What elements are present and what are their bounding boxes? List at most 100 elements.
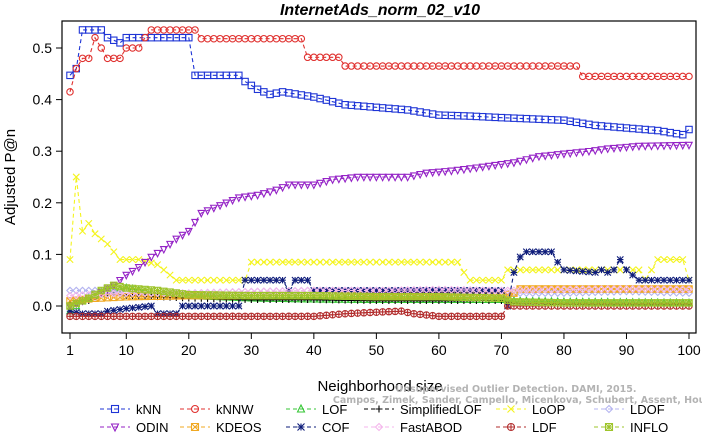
data-point — [110, 281, 118, 290]
data-point — [660, 276, 668, 284]
data-point — [491, 286, 500, 295]
data-point — [341, 175, 350, 184]
data-point — [265, 188, 275, 197]
data-point — [459, 285, 468, 294]
chart-title: InternetAds_norm_02_v10 — [280, 2, 480, 19]
data-point — [679, 255, 687, 264]
data-point — [222, 276, 230, 284]
data-point — [491, 276, 499, 284]
data-point — [322, 178, 331, 187]
data-point — [216, 276, 224, 284]
data-point — [422, 285, 431, 294]
data-point — [416, 310, 424, 319]
data-point — [316, 179, 325, 188]
data-point — [478, 312, 487, 320]
data-point — [579, 267, 587, 276]
data-point — [635, 285, 643, 294]
data-point — [166, 271, 174, 279]
data-point — [566, 285, 575, 294]
data-point — [409, 172, 418, 181]
legend-marker — [296, 403, 306, 413]
data-point — [85, 219, 93, 228]
data-point — [241, 77, 249, 86]
data-point — [191, 276, 199, 284]
data-point — [460, 293, 468, 302]
legend-label: COF — [322, 420, 350, 434]
data-point — [534, 153, 544, 162]
data-point — [453, 285, 462, 294]
data-point — [209, 204, 218, 213]
data-point — [322, 286, 330, 295]
data-point — [372, 308, 381, 316]
data-point — [329, 258, 337, 266]
data-point — [97, 26, 106, 34]
data-point — [354, 258, 362, 266]
data-point — [597, 299, 606, 307]
data-point — [78, 227, 87, 235]
data-point — [466, 286, 475, 294]
data-point — [160, 266, 168, 274]
data-point — [322, 311, 331, 319]
y-tick-label: 0.3 — [33, 143, 53, 159]
data-point — [584, 147, 594, 157]
data-point — [91, 230, 99, 238]
data-point — [216, 291, 224, 299]
data-point — [128, 304, 137, 312]
legend-marker — [507, 405, 515, 413]
data-point — [685, 276, 693, 284]
data-point — [641, 299, 649, 307]
data-point — [422, 311, 431, 319]
legend-marker — [190, 404, 200, 414]
data-point — [360, 292, 368, 301]
data-point — [516, 157, 525, 166]
data-point — [647, 142, 656, 151]
data-point — [116, 39, 124, 47]
data-point — [553, 285, 562, 294]
data-point — [578, 299, 587, 307]
data-point — [128, 255, 137, 264]
data-point — [122, 304, 130, 313]
data-point — [534, 285, 543, 294]
data-point — [303, 181, 312, 190]
data-point — [109, 288, 118, 297]
data-point — [553, 151, 562, 160]
data-point — [278, 291, 287, 300]
x-tick-label: 1 — [66, 342, 74, 358]
data-point — [266, 291, 274, 300]
data-point — [72, 286, 81, 295]
data-point — [309, 181, 318, 190]
data-point — [678, 141, 687, 151]
data-point — [210, 302, 218, 310]
data-point — [535, 266, 543, 274]
data-point — [491, 312, 499, 320]
legend-label: LDF — [532, 420, 557, 434]
data-point — [647, 276, 656, 284]
data-point — [260, 258, 268, 266]
data-point — [535, 298, 543, 307]
data-point — [522, 298, 531, 306]
data-point — [441, 258, 449, 266]
data-point — [259, 190, 268, 199]
data-point — [547, 151, 556, 160]
data-point — [128, 312, 137, 320]
data-point — [153, 249, 162, 259]
data-point — [635, 299, 643, 307]
data-point — [397, 258, 405, 266]
data-point — [316, 312, 324, 320]
data-point — [434, 285, 443, 294]
data-point — [485, 286, 493, 295]
data-point — [66, 291, 74, 300]
legend-label: SimplifiedLOF — [400, 402, 482, 417]
data-point — [684, 141, 694, 150]
data-point — [466, 276, 474, 284]
data-point — [72, 291, 81, 300]
data-point — [672, 142, 681, 151]
data-point — [159, 245, 168, 255]
data-point — [235, 276, 243, 284]
data-point — [560, 299, 568, 307]
data-point — [554, 266, 562, 274]
data-point — [441, 312, 449, 320]
data-point — [472, 164, 481, 173]
data-point — [641, 142, 650, 151]
data-point — [66, 71, 74, 80]
